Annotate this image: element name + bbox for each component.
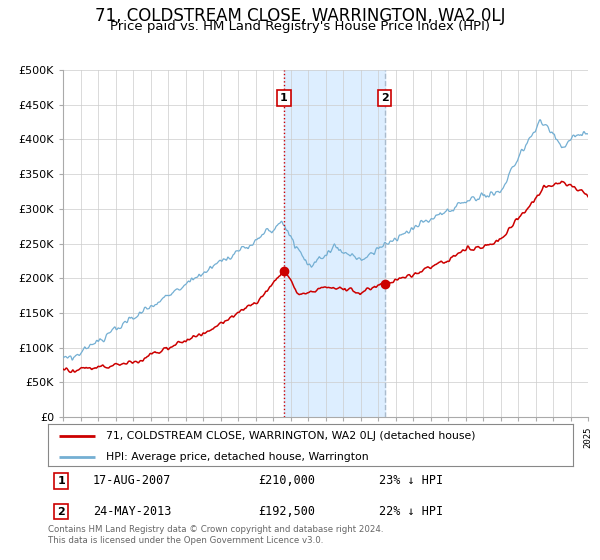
Text: Price paid vs. HM Land Registry's House Price Index (HPI): Price paid vs. HM Land Registry's House … xyxy=(110,20,490,32)
Text: Contains HM Land Registry data © Crown copyright and database right 2024.
This d: Contains HM Land Registry data © Crown c… xyxy=(48,525,383,545)
Text: £210,000: £210,000 xyxy=(258,474,315,487)
Text: HPI: Average price, detached house, Warrington: HPI: Average price, detached house, Warr… xyxy=(106,452,368,461)
Text: 1: 1 xyxy=(57,476,65,486)
Text: 2: 2 xyxy=(381,93,389,103)
Bar xyxy=(284,70,385,417)
Text: £192,500: £192,500 xyxy=(258,505,315,518)
Text: 71, COLDSTREAM CLOSE, WARRINGTON, WA2 0LJ (detached house): 71, COLDSTREAM CLOSE, WARRINGTON, WA2 0L… xyxy=(106,431,475,441)
Text: 2: 2 xyxy=(57,507,65,516)
Text: 22% ↓ HPI: 22% ↓ HPI xyxy=(379,505,443,518)
Text: 17-AUG-2007: 17-AUG-2007 xyxy=(92,474,171,487)
Text: 71, COLDSTREAM CLOSE, WARRINGTON, WA2 0LJ: 71, COLDSTREAM CLOSE, WARRINGTON, WA2 0L… xyxy=(95,7,505,25)
Text: 23% ↓ HPI: 23% ↓ HPI xyxy=(379,474,443,487)
Text: 1: 1 xyxy=(280,93,288,103)
Text: 24-MAY-2013: 24-MAY-2013 xyxy=(92,505,171,518)
